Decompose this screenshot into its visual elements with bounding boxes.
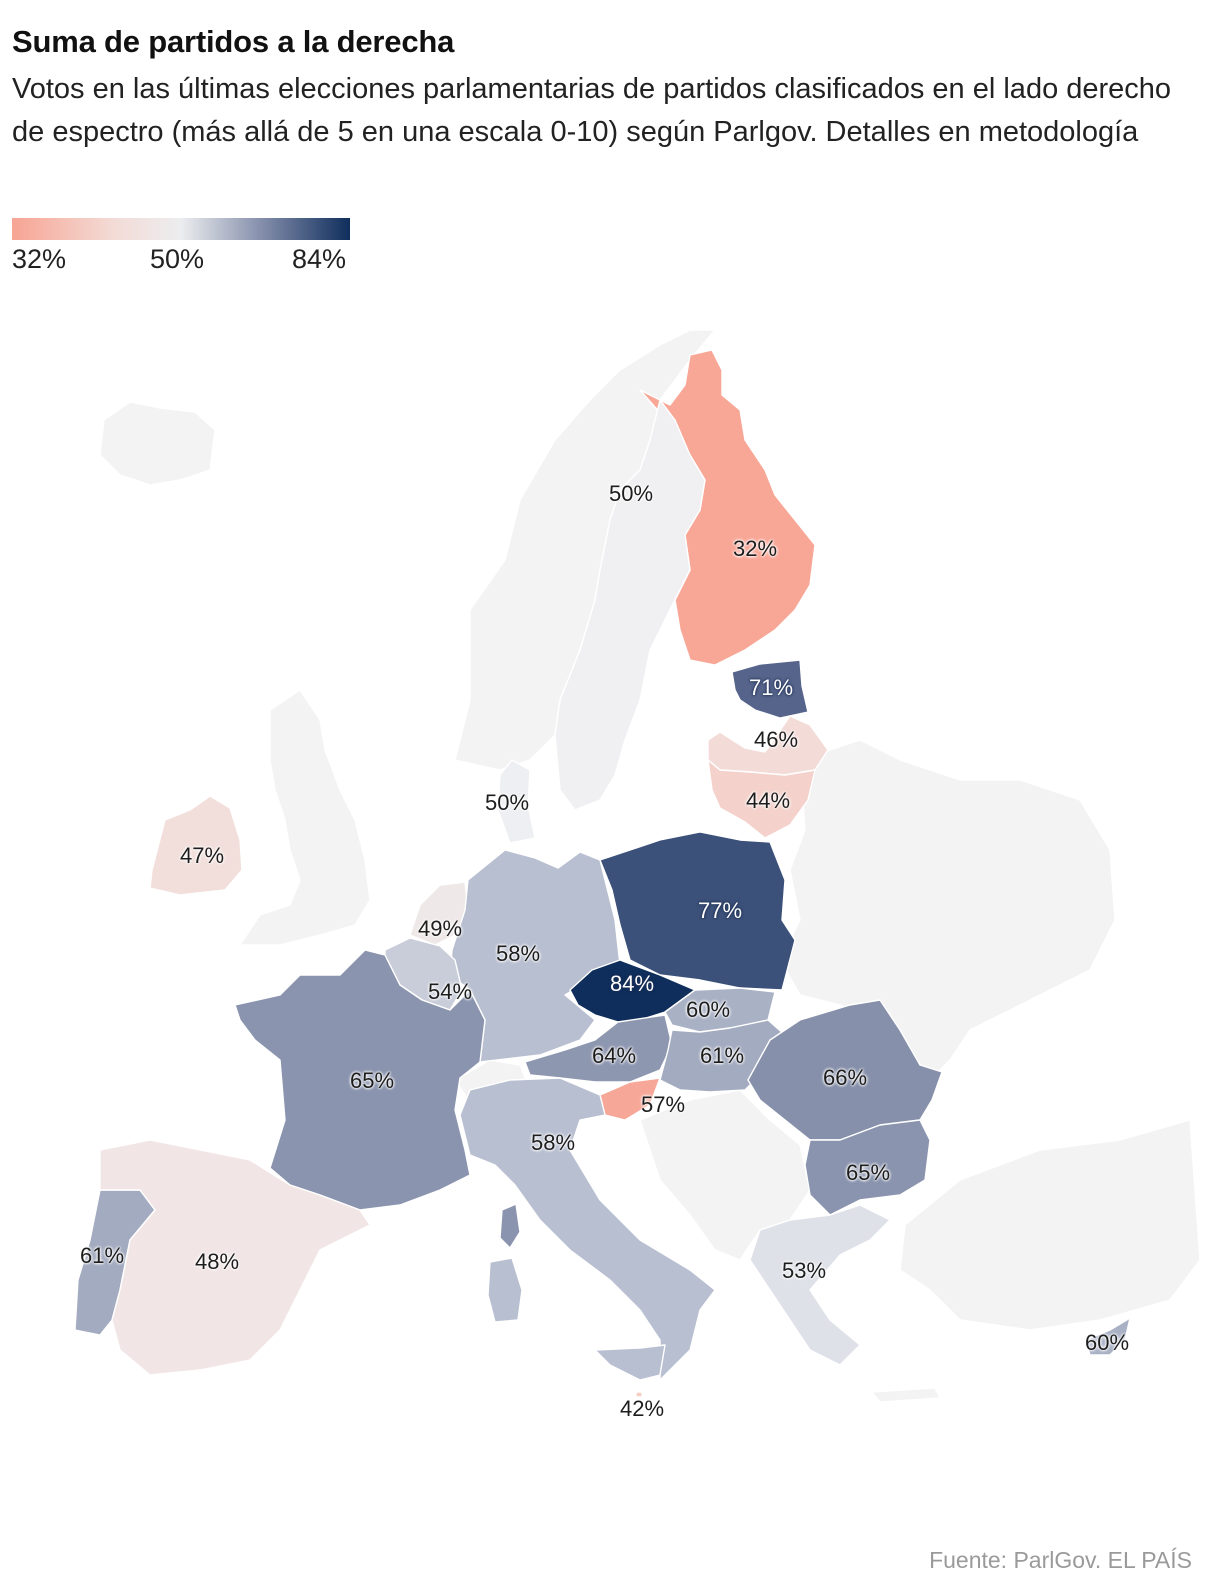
country-corsica-shape <box>499 1203 521 1249</box>
label-cyprus: 60% <box>1084 1330 1130 1355</box>
label-slovakia: 60% <box>685 997 731 1022</box>
label-poland: 77% <box>697 898 743 923</box>
country-greece[interactable] <box>749 1204 891 1366</box>
country-france[interactable] <box>234 949 486 1211</box>
label-estonia: 71% <box>748 675 794 700</box>
label-malta: 42% <box>619 1396 665 1421</box>
country-sweden[interactable] <box>554 399 706 811</box>
label-romania: 66% <box>822 1065 868 1090</box>
label-netherlands: 49% <box>417 916 463 941</box>
label-spain: 48% <box>194 1249 240 1274</box>
label-greece: 53% <box>781 1258 827 1283</box>
country-bulgaria[interactable] <box>804 1119 931 1216</box>
country-spain[interactable] <box>99 1139 371 1376</box>
iceland-shape <box>99 401 216 486</box>
label-austria: 64% <box>591 1043 637 1068</box>
legend-max-label: 84% <box>292 244 347 274</box>
color-legend-bar <box>12 218 350 240</box>
label-slovenia: 57% <box>640 1092 686 1117</box>
country-sicily-shape <box>594 1344 666 1381</box>
legend-mid-label: 50% <box>150 244 205 274</box>
legend-min-label: 32% <box>12 244 67 274</box>
country-romania[interactable] <box>747 999 943 1141</box>
country-lithuania[interactable] <box>707 759 816 839</box>
country-sardinia-shape <box>487 1257 523 1323</box>
label-italy: 58% <box>530 1130 576 1155</box>
label-germany: 58% <box>495 941 541 966</box>
label-belgium: 54% <box>427 979 473 1004</box>
country-estonia[interactable] <box>731 659 809 719</box>
europe-map <box>74 329 1201 1403</box>
label-portugal: 61% <box>79 1243 125 1268</box>
country-ireland[interactable] <box>149 795 243 896</box>
chart-title: Suma de partidos a la derecha <box>12 24 455 59</box>
label-denmark: 50% <box>484 790 530 815</box>
uk-shape <box>239 689 371 946</box>
label-ireland: 47% <box>179 843 225 868</box>
country-denmark[interactable] <box>497 759 536 844</box>
country-italy[interactable] <box>459 1077 716 1381</box>
country-poland[interactable] <box>599 831 796 991</box>
crete-shape <box>871 1387 941 1403</box>
chart-subtitle: Votos en las últimas elecciones parlamen… <box>12 73 1172 148</box>
label-czechia: 84% <box>609 971 655 996</box>
label-france: 65% <box>349 1068 395 1093</box>
country-malta[interactable] <box>635 1391 643 1398</box>
label-sweden: 50% <box>608 481 654 506</box>
countries <box>74 349 1131 1403</box>
country-cyprus[interactable] <box>1084 1317 1131 1356</box>
label-finland: 32% <box>732 536 778 561</box>
label-lithuania: 44% <box>745 788 791 813</box>
source-note: Fuente: ParlGov. EL PAÍS <box>929 1547 1192 1573</box>
turkey-shape <box>899 1119 1201 1331</box>
label-hungary: 61% <box>699 1043 745 1068</box>
label-bulgaria: 65% <box>845 1160 891 1185</box>
label-latvia: 46% <box>753 727 799 752</box>
